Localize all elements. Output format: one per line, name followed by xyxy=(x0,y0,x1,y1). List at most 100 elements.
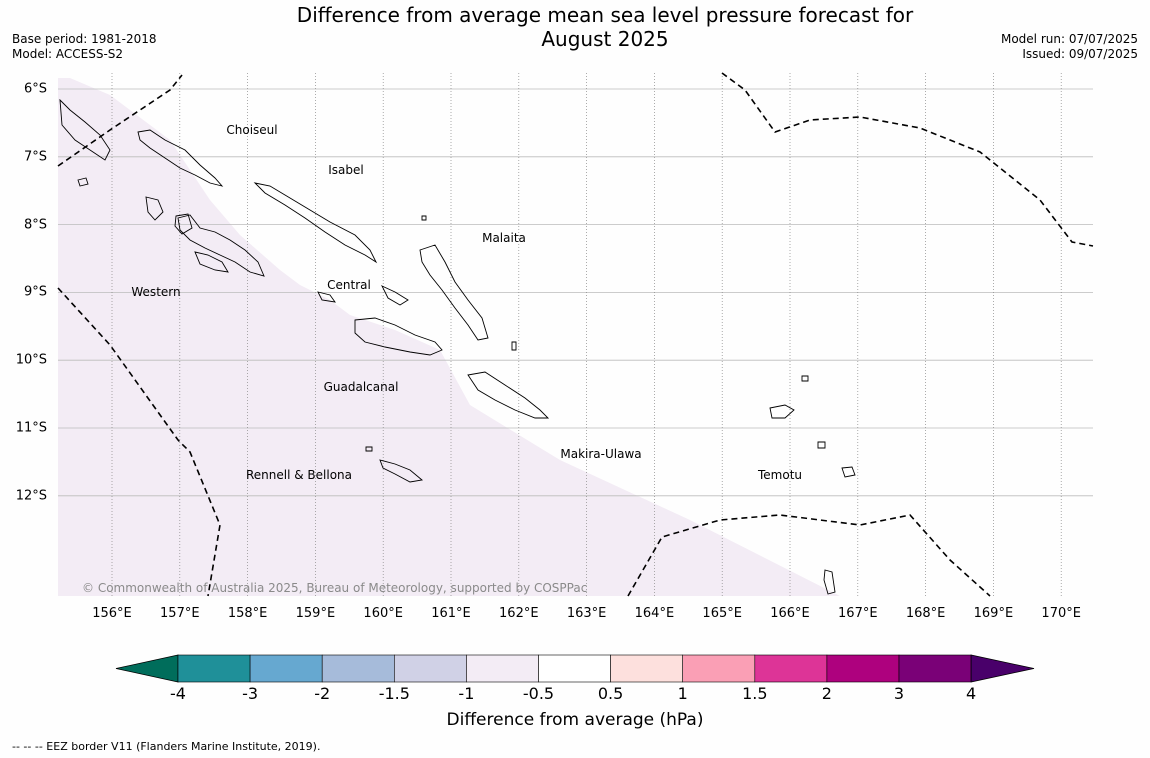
island-ontong xyxy=(421,215,427,221)
lon-label: 156°E xyxy=(92,606,132,621)
eez-line-north xyxy=(57,74,183,167)
lon-label: 159°E xyxy=(295,606,336,621)
lon-label: 165°E xyxy=(702,606,742,621)
lat-label: 12°S xyxy=(15,488,47,504)
colorbar-bin xyxy=(826,654,900,683)
island-new-georgia xyxy=(177,214,265,277)
island-guadalcanal xyxy=(354,317,443,356)
island-vella xyxy=(174,213,193,235)
colorbar-bin xyxy=(610,654,683,683)
title-line-2: August 2025 xyxy=(541,27,669,51)
gridlines xyxy=(58,73,1093,596)
lat-label: 6°S xyxy=(23,81,47,97)
eez-line-south xyxy=(627,514,991,597)
base-period: Base period: 1981-2018 xyxy=(12,32,157,46)
eez-border xyxy=(57,72,1094,597)
colorbar-tick-label: 0.5 xyxy=(597,684,624,703)
issued-date: Issued: 09/07/2025 xyxy=(1022,47,1138,61)
island-tikopia xyxy=(823,569,836,595)
lon-label: 161°E xyxy=(431,606,471,621)
region-label-isabel: Isabel xyxy=(328,163,364,177)
colorbar-tick-label: -4 xyxy=(170,684,186,703)
lat-label: 8°S xyxy=(23,217,47,233)
colorbar-tick-label: 3 xyxy=(893,684,905,703)
copyright-notice: © Commonwealth of Australia 2025, Bureau… xyxy=(82,581,588,595)
meta-right: Model run: 07/07/2025 Issued: 09/07/2025 xyxy=(1001,32,1138,62)
map-title: Difference from average mean sea level p… xyxy=(0,3,1150,51)
colorbar-tick-label: -2 xyxy=(314,684,331,703)
island-small-1 xyxy=(77,177,89,187)
lon-label: 166°E xyxy=(770,606,810,621)
colorbar-tick-label: 1.5 xyxy=(742,684,768,703)
lon-label: 160°E xyxy=(363,606,403,621)
colorbar-bin xyxy=(321,654,395,683)
lon-label: 163°E xyxy=(566,606,607,621)
lat-label: 10°S xyxy=(15,352,47,368)
island-duff xyxy=(801,375,809,382)
island-bellona xyxy=(365,446,373,452)
colorbar-bin xyxy=(754,654,828,683)
meta-left: Base period: 1981-2018 Model: ACCESS-S2 xyxy=(12,32,157,62)
colorbar-bin xyxy=(898,654,972,683)
island-shortlands xyxy=(59,98,111,161)
model-name: Model: ACCESS-S2 xyxy=(12,47,124,61)
eez-footnote: -- -- -- EEZ border V11 (Flanders Marine… xyxy=(12,740,321,753)
title-line-1: Difference from average mean sea level p… xyxy=(296,3,914,27)
lon-label: 168°E xyxy=(905,606,946,621)
colorbar-label: Difference from average (hPa) xyxy=(446,710,704,730)
colorbar-tick-label: -3 xyxy=(242,684,259,703)
colorbar-bin xyxy=(249,654,323,683)
eez-line-east xyxy=(721,72,1094,247)
colorbar-tick-label: -1.5 xyxy=(378,684,410,703)
island-rendova xyxy=(194,251,229,273)
lat-label: 11°S xyxy=(15,420,47,436)
colorbar-bin xyxy=(682,654,756,683)
region-label-choiseul: Choiseul xyxy=(226,123,278,137)
lon-label: 169°E xyxy=(973,606,1014,621)
colorbar-bin xyxy=(538,654,611,683)
island-isabel xyxy=(253,182,378,264)
island-utupua xyxy=(817,441,826,449)
eez-line-west xyxy=(57,287,221,597)
island-ranongga xyxy=(145,196,164,221)
island-sikaiana xyxy=(511,341,517,351)
region-label-guadalcanal: Guadalcanal xyxy=(323,380,399,394)
lon-label: 167°E xyxy=(838,606,878,621)
colorbar-tick-label: -1 xyxy=(458,684,475,703)
anomaly-shading xyxy=(58,78,840,596)
region-label-malaita: Malaita xyxy=(482,231,526,245)
lon-label: 158°E xyxy=(227,606,268,621)
island-florida xyxy=(381,285,409,306)
region-label-western: Western xyxy=(131,285,181,299)
island-makira xyxy=(467,371,550,419)
model-run: Model run: 07/07/2025 xyxy=(1000,32,1138,46)
colorbar-bin xyxy=(393,654,467,683)
colorbar-extend-low xyxy=(115,654,179,683)
colorbar-tick-label: -0.5 xyxy=(522,684,555,703)
lat-label: 7°S xyxy=(23,149,47,165)
colorbar-bin xyxy=(466,654,539,683)
colorbar-extend-high xyxy=(970,654,1035,683)
island-central xyxy=(317,291,336,303)
island-santa-cruz xyxy=(769,404,795,419)
region-label-makira-ulawa: Makira-Ulawa xyxy=(560,447,642,461)
island-rennell xyxy=(379,459,424,483)
lat-label: 9°S xyxy=(23,284,47,300)
island-vanikoro xyxy=(841,466,856,478)
lon-label: 170°E xyxy=(1041,606,1081,621)
colorbar xyxy=(115,654,1035,683)
island-choiseul xyxy=(137,129,224,187)
colorbar-bin xyxy=(177,654,251,683)
coastlines xyxy=(59,98,856,595)
colorbar-tick-label: 1 xyxy=(677,684,688,703)
region-label-rennell-bellona: Rennell & Bellona xyxy=(245,468,353,482)
region-label-temotu: Temotu xyxy=(757,468,803,482)
lon-label: 162°E xyxy=(499,606,539,621)
region-label-central: Central xyxy=(327,278,371,292)
island-malaita xyxy=(419,244,489,341)
lon-label: 157°E xyxy=(160,606,200,621)
colorbar-tick-label: 2 xyxy=(821,684,832,703)
lon-label: 164°E xyxy=(634,606,675,621)
colorbar-tick-label: 4 xyxy=(966,684,977,703)
